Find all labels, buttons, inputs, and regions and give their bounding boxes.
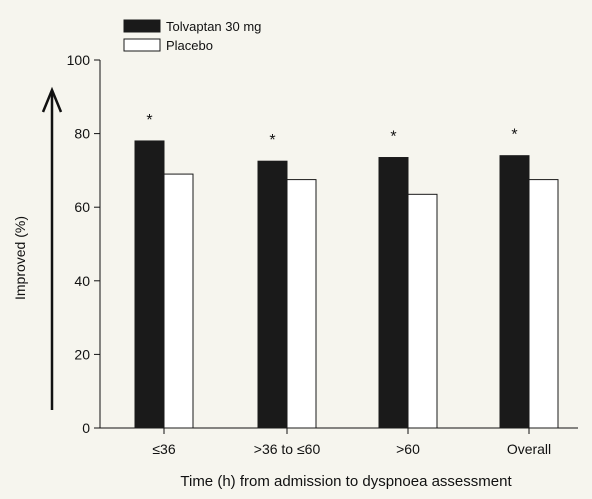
x-tick-label: Overall: [507, 441, 551, 457]
x-tick-label: ≤36: [152, 441, 175, 457]
significance-marks: * * * *: [146, 112, 517, 149]
significance-mark: *: [146, 112, 152, 129]
y-ticks: 0 20 40 60 80 100: [67, 52, 100, 436]
y-arrow-head: [41, 86, 63, 113]
y-tick-label: 40: [74, 273, 90, 289]
x-tick-label: >36 to ≤60: [254, 441, 321, 457]
legend-label-placebo: Placebo: [166, 38, 213, 53]
x-tick-label: >60: [396, 441, 420, 457]
bar-tolvaptan: [499, 155, 530, 429]
legend-label-tolvaptan: Tolvaptan 30 mg: [166, 19, 261, 34]
significance-mark: *: [390, 129, 396, 146]
y-axis-label: Improved (%): [12, 216, 28, 300]
x-axis-label: Time (h) from admission to dyspnoea asse…: [180, 473, 512, 490]
y-axis-arrow: [41, 86, 63, 410]
y-tick-label: 60: [74, 199, 90, 215]
y-tick-label: 100: [67, 52, 91, 68]
y-tick-label: 80: [74, 126, 90, 142]
significance-mark: *: [511, 127, 517, 144]
y-tick-label: 20: [74, 346, 90, 362]
bar-placebo: [407, 193, 438, 429]
bar-tolvaptan: [134, 140, 165, 429]
legend-swatch-tolvaptan: [123, 19, 161, 33]
bar-placebo: [286, 179, 317, 429]
bar-tolvaptan: [378, 157, 409, 429]
legend: Tolvaptan 30 mg Placebo: [123, 19, 261, 53]
y-tick-label: 0: [82, 420, 90, 436]
bar-tolvaptan: [257, 160, 288, 429]
bars: [134, 140, 559, 429]
legend-swatch-placebo: [123, 38, 161, 52]
significance-mark: *: [269, 132, 275, 149]
x-ticks: ≤36 >36 to ≤60 >60 Overall: [152, 428, 551, 457]
bar-placebo: [528, 179, 559, 429]
bar-placebo: [163, 173, 194, 429]
